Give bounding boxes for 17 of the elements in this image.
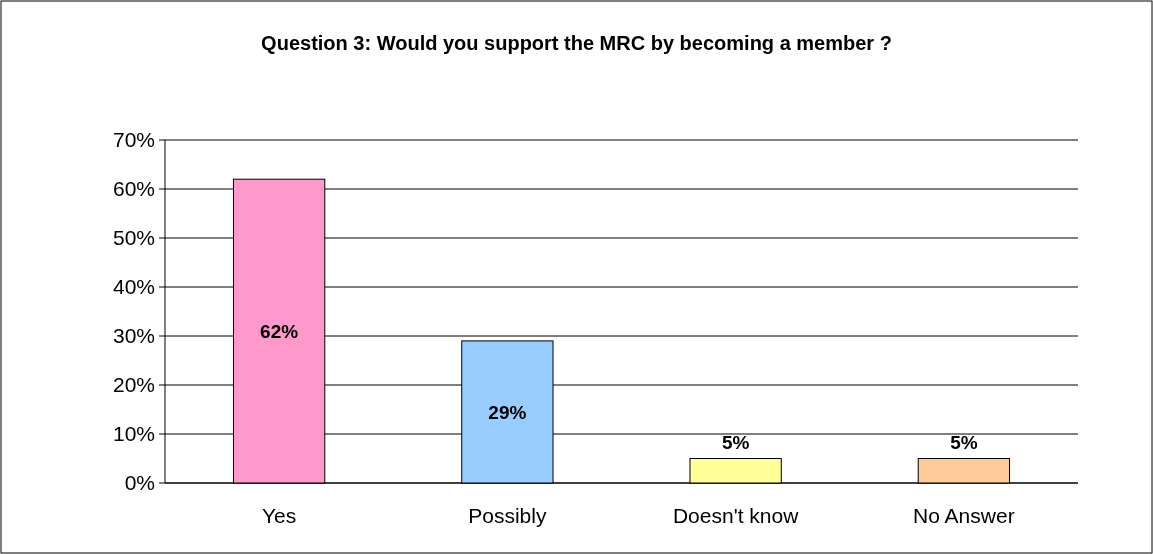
data-label: 62% — [260, 321, 299, 343]
x-tick-label: Doesn't know — [672, 504, 800, 527]
y-tick-label: 0% — [124, 471, 155, 494]
y-tick-label: 70% — [112, 128, 155, 151]
data-label: 5% — [721, 431, 750, 453]
y-tick-label: 10% — [112, 422, 155, 445]
x-tick-label: Yes — [261, 504, 297, 527]
y-tick-label: 20% — [112, 373, 155, 396]
data-label: 29% — [488, 401, 527, 423]
x-tick-label: No Answer — [913, 504, 1015, 527]
y-tick-label: 30% — [112, 324, 155, 347]
data-label: 5% — [950, 431, 978, 453]
chart-title: Question 3: Would you support the MRC by becoming a member ? — [261, 32, 892, 54]
y-tick-label: 60% — [112, 177, 155, 200]
x-tick-label: Possibly — [468, 504, 547, 527]
y-tick-label: 40% — [112, 275, 155, 298]
y-tick-label: 50% — [112, 226, 155, 249]
